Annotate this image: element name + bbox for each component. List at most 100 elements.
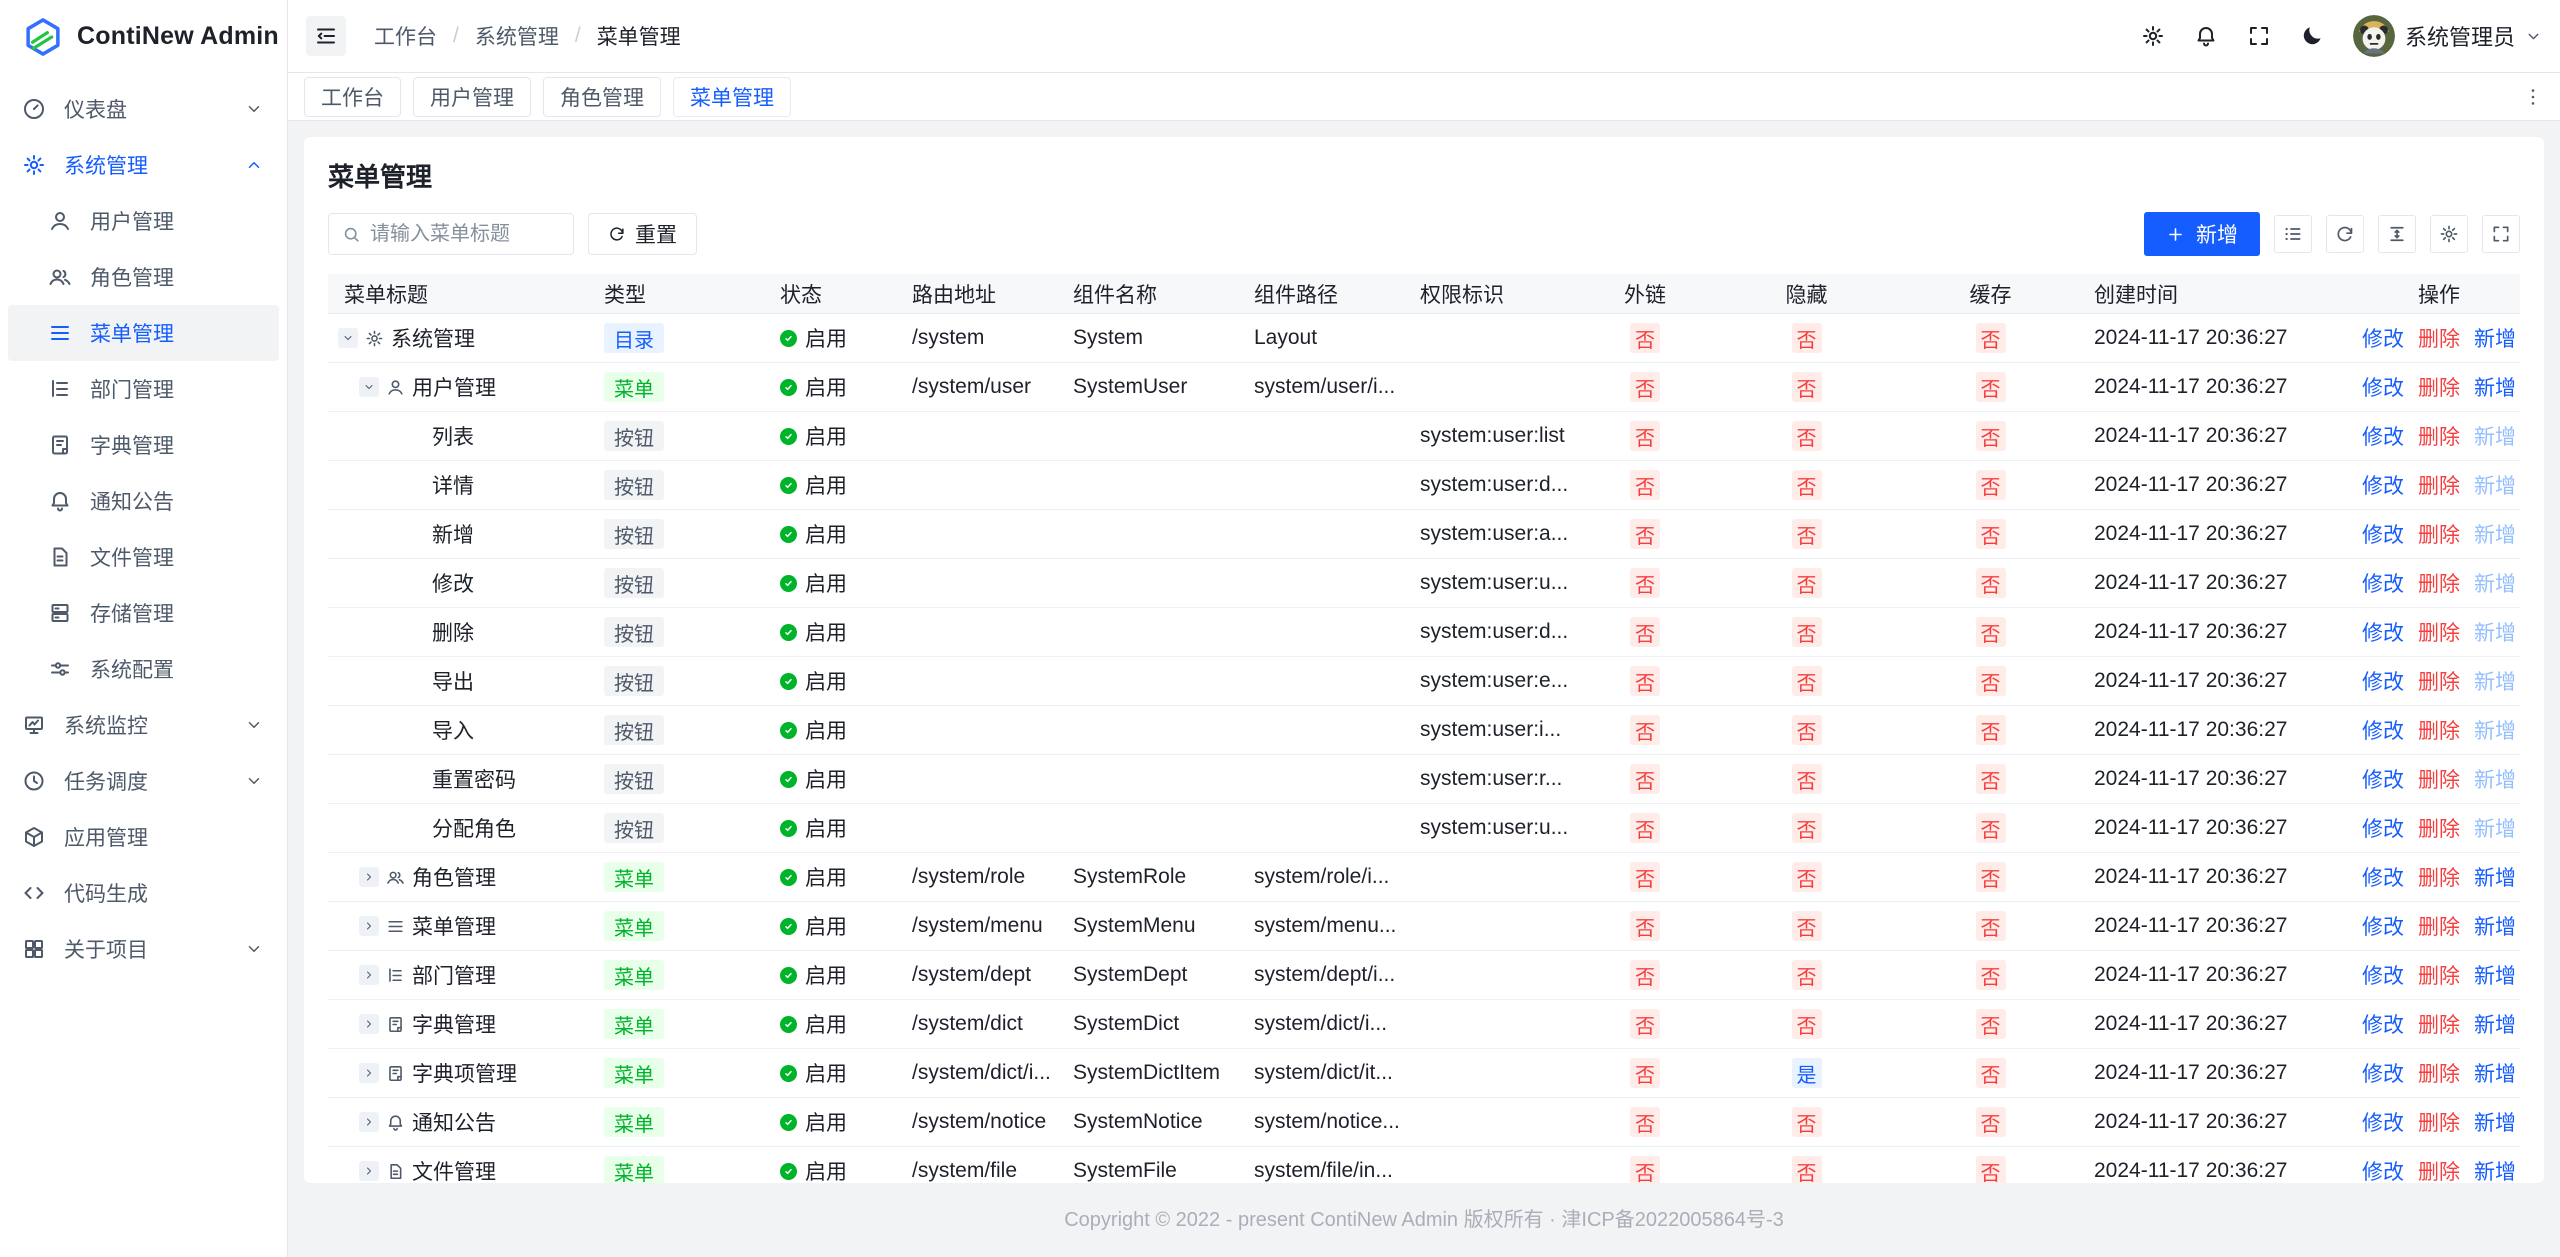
delete-link[interactable]: 删除 [2418,1009,2460,1039]
add-link[interactable]: 新增 [2474,1058,2516,1088]
column-settings-button[interactable] [2430,215,2468,253]
fullscreen-icon[interactable] [2247,24,2271,48]
user-menu[interactable]: 系统管理员 [2353,15,2542,57]
sidebar-item-config[interactable]: 系统配置 [8,641,279,697]
edit-link[interactable]: 修改 [2362,470,2404,500]
edit-link[interactable]: 修改 [2362,617,2404,647]
delete-link[interactable]: 删除 [2418,960,2460,990]
delete-link[interactable]: 删除 [2418,764,2460,794]
chevron-right-icon[interactable] [359,1161,379,1181]
sidebar-item-schedule[interactable]: 任务调度 [8,753,279,809]
delete-link[interactable]: 删除 [2418,1058,2460,1088]
delete-link[interactable]: 删除 [2418,470,2460,500]
delete-link[interactable]: 删除 [2418,372,2460,402]
delete-link[interactable]: 删除 [2418,519,2460,549]
add-link[interactable]: 新增 [2474,1107,2516,1137]
edit-link[interactable]: 修改 [2362,764,2404,794]
created-cell: 2024-11-17 20:36:27 [2078,1159,2358,1183]
breadcrumb-item[interactable]: 系统管理 [475,21,559,51]
edit-link[interactable]: 修改 [2362,813,2404,843]
edit-link[interactable]: 修改 [2362,715,2404,745]
edit-link[interactable]: 修改 [2362,911,2404,941]
sidebar-item-notice[interactable]: 通知公告 [8,473,279,529]
sidebar-collapse-button[interactable] [306,16,346,56]
expand-rows-button[interactable] [2274,215,2312,253]
settings-icon[interactable] [2141,24,2165,48]
chevron-down-icon[interactable] [359,377,379,397]
delete-link[interactable]: 删除 [2418,862,2460,892]
add-link[interactable]: 新增 [2474,960,2516,990]
sidebar-item-monitor[interactable]: 系统监控 [8,697,279,753]
tab-role[interactable]: 角色管理 [543,77,661,117]
bell-icon[interactable] [2194,24,2218,48]
sidebar-item-file[interactable]: 文件管理 [8,529,279,585]
edit-link[interactable]: 修改 [2362,568,2404,598]
sidebar-item-codegen[interactable]: 代码生成 [8,865,279,921]
sidebar-item-dashboard[interactable]: 仪表盘 [8,81,279,137]
edit-link[interactable]: 修改 [2362,519,2404,549]
sidebar-item-menu[interactable]: 菜单管理 [8,305,279,361]
sidebar-item-role[interactable]: 角色管理 [8,249,279,305]
edit-link[interactable]: 修改 [2362,372,2404,402]
edit-link[interactable]: 修改 [2362,323,2404,353]
edit-link[interactable]: 修改 [2362,1009,2404,1039]
edit-link[interactable]: 修改 [2362,1156,2404,1183]
chevron-down-icon[interactable] [338,328,358,348]
status-text: 启用 [805,1107,847,1137]
tab-more-icon[interactable] [2522,86,2544,108]
breadcrumb-item[interactable]: 工作台 [374,21,437,51]
delete-link[interactable]: 删除 [2418,911,2460,941]
delete-link[interactable]: 删除 [2418,813,2460,843]
edit-link[interactable]: 修改 [2362,1058,2404,1088]
add-link[interactable]: 新增 [2474,323,2516,353]
edit-link[interactable]: 修改 [2362,960,2404,990]
delete-link[interactable]: 删除 [2418,421,2460,451]
sidebar-item-about[interactable]: 关于项目 [8,921,279,977]
add-link[interactable]: 新增 [2474,1009,2516,1039]
tab-menu[interactable]: 菜单管理 [673,77,791,117]
edit-link[interactable]: 修改 [2362,666,2404,696]
delete-link[interactable]: 删除 [2418,617,2460,647]
add-button[interactable]: 新增 [2144,212,2260,256]
delete-link[interactable]: 删除 [2418,666,2460,696]
chevron-right-icon[interactable] [359,1063,379,1083]
sidebar-item-user[interactable]: 用户管理 [8,193,279,249]
type-cell: 按钮 [588,764,764,794]
chevron-right-icon[interactable] [359,965,379,985]
reset-button[interactable]: 重置 [588,213,697,255]
monitor-icon [22,713,46,737]
sidebar-item-label: 任务调度 [64,766,148,796]
add-link[interactable]: 新增 [2474,911,2516,941]
chevron-right-icon[interactable] [359,867,379,887]
edit-link[interactable]: 修改 [2362,421,2404,451]
sidebar-item-dept[interactable]: 部门管理 [8,361,279,417]
add-link[interactable]: 新增 [2474,862,2516,892]
edit-link[interactable]: 修改 [2362,862,2404,892]
operations-cell: 修改删除新增 [2358,911,2520,941]
delete-link[interactable]: 删除 [2418,568,2460,598]
moon-icon[interactable] [2300,24,2324,48]
sidebar-item-system[interactable]: 系统管理 [8,137,279,193]
app-logo[interactable]: ContiNew Admin [0,0,287,73]
chevron-right-icon[interactable] [359,916,379,936]
operations-cell: 修改删除新增 [2358,764,2520,794]
refresh-table-button[interactable] [2326,215,2364,253]
delete-link[interactable]: 删除 [2418,1107,2460,1137]
chevron-right-icon[interactable] [359,1112,379,1132]
table-fullscreen-button[interactable] [2482,215,2520,253]
sidebar-item-dict[interactable]: 字典管理 [8,417,279,473]
search-input[interactable] [370,223,560,246]
add-link[interactable]: 新增 [2474,1156,2516,1183]
tab-workbench[interactable]: 工作台 [304,77,401,117]
sidebar-item-storage[interactable]: 存储管理 [8,585,279,641]
chevron-right-icon[interactable] [359,1014,379,1034]
delete-link[interactable]: 删除 [2418,323,2460,353]
edit-link[interactable]: 修改 [2362,1107,2404,1137]
line-height-button[interactable] [2378,215,2416,253]
sidebar-item-app[interactable]: 应用管理 [8,809,279,865]
delete-link[interactable]: 删除 [2418,1156,2460,1183]
tab-user[interactable]: 用户管理 [413,77,531,117]
delete-link[interactable]: 删除 [2418,715,2460,745]
menu-title: 列表 [432,421,474,451]
add-link[interactable]: 新增 [2474,372,2516,402]
